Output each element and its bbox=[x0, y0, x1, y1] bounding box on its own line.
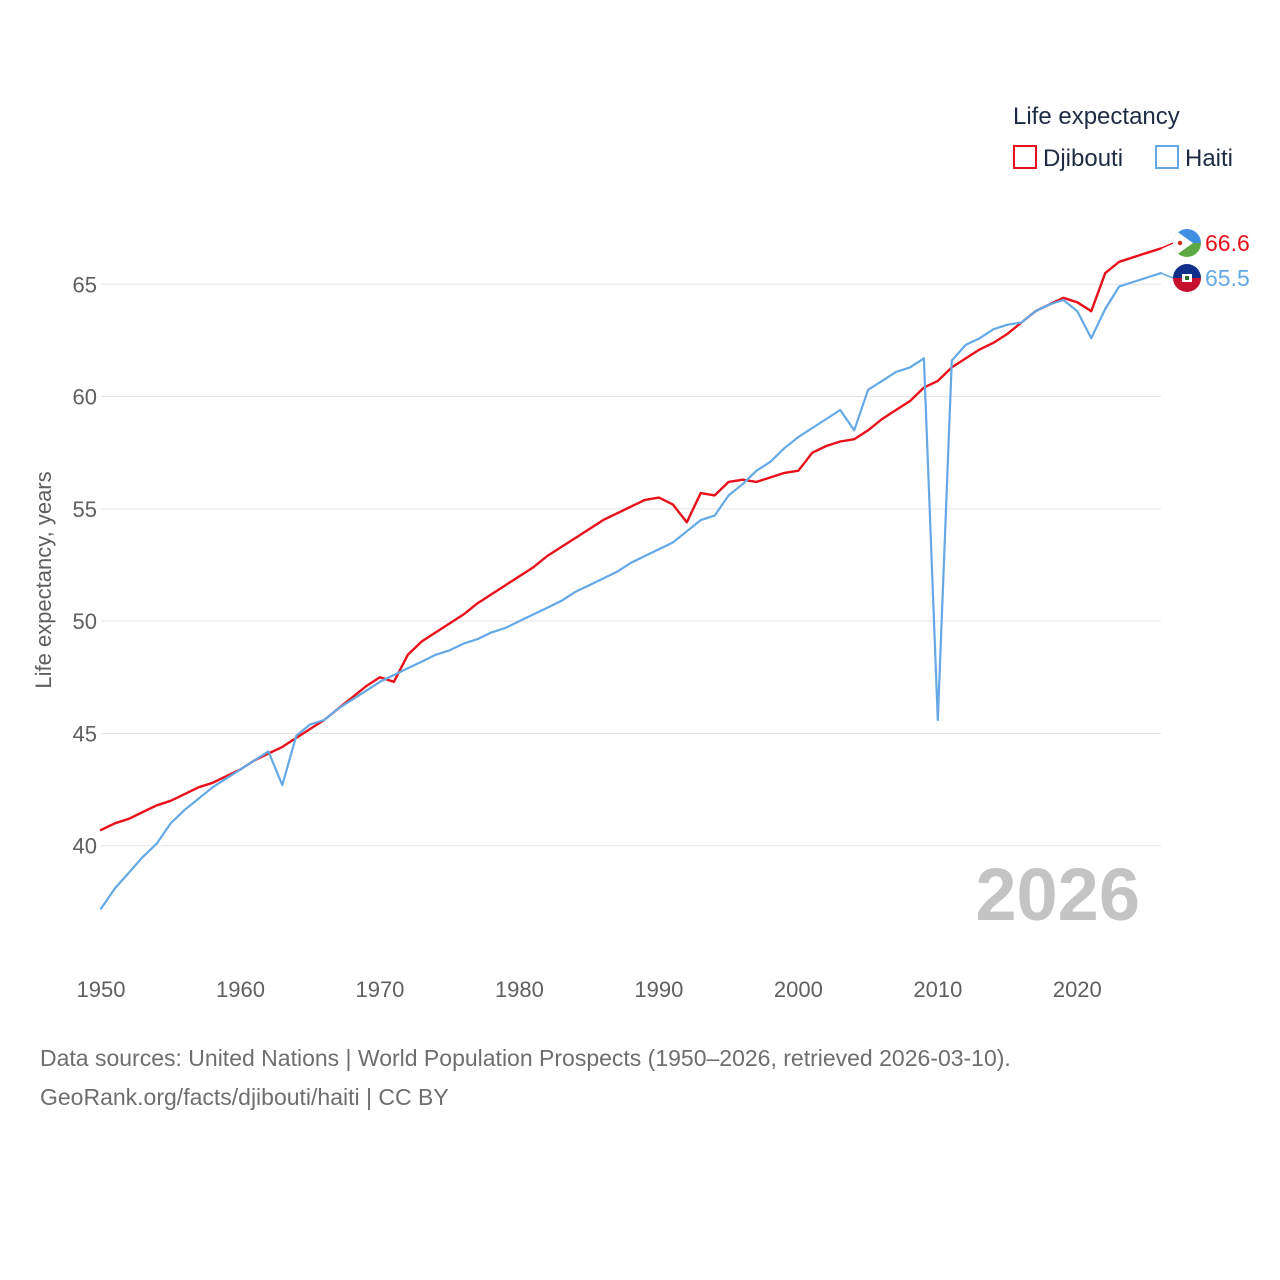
series-lines bbox=[99, 247, 1163, 910]
y-tick-label: 40 bbox=[73, 834, 97, 859]
x-tick-label: 2020 bbox=[1053, 977, 1102, 1002]
legend-label-haiti: Haiti bbox=[1185, 145, 1233, 172]
series-line-haiti bbox=[99, 272, 1163, 910]
series-line-djibouti bbox=[99, 247, 1163, 832]
legend-swatch-djibouti bbox=[1013, 145, 1037, 169]
legend-item-haiti[interactable]: Haiti bbox=[1155, 145, 1233, 172]
x-tick-label: 1980 bbox=[495, 977, 544, 1002]
legend-title: Life expectancy bbox=[1013, 103, 1180, 130]
djibouti-flag-icon bbox=[1173, 229, 1201, 257]
x-tick-label: 2000 bbox=[774, 977, 823, 1002]
x-tick-label: 1960 bbox=[216, 977, 265, 1002]
djibouti-end-value: 66.6 bbox=[1205, 230, 1250, 256]
end-label-haiti: 65.5 bbox=[1160, 264, 1250, 292]
x-tick-label: 2010 bbox=[913, 977, 962, 1002]
haiti-flag-icon bbox=[1173, 264, 1201, 292]
haiti-end-connector bbox=[1160, 272, 1174, 279]
end-label-djibouti: 66.6 bbox=[1160, 229, 1250, 257]
y-tick-label: 45 bbox=[73, 721, 97, 746]
legend-label-djibouti: Djibouti bbox=[1043, 145, 1123, 172]
line-chart: 40 45 50 55 60 65 1950 1960 1970 1980 1990 2000 201… bbox=[31, 103, 1250, 1002]
x-tick-label: 1950 bbox=[77, 977, 126, 1002]
haiti-end-value: 65.5 bbox=[1205, 265, 1250, 291]
x-tick-labels: 1950 1960 1970 1980 1990 2000 2010 2020 bbox=[77, 977, 1102, 1002]
djibouti-end-connector bbox=[1160, 242, 1174, 250]
y-tick-labels: 40 45 50 55 60 65 bbox=[73, 272, 97, 858]
y-axis-title: Life expectancy, years bbox=[31, 471, 56, 688]
source-line: Data sources: United Nations | World Pop… bbox=[40, 1045, 1011, 1071]
attribution-line[interactable]: GeoRank.org/facts/djibouti/haiti | CC BY bbox=[40, 1084, 449, 1110]
y-tick-label: 60 bbox=[73, 385, 97, 410]
gridlines bbox=[101, 283, 1161, 847]
legend: Life expectancy Djibouti Haiti bbox=[1013, 103, 1233, 172]
current-year-watermark: 2026 bbox=[975, 853, 1140, 936]
legend-swatch-haiti bbox=[1155, 145, 1179, 169]
legend-item-djibouti[interactable]: Djibouti bbox=[1013, 145, 1123, 172]
x-tick-label: 1990 bbox=[634, 977, 683, 1002]
y-tick-label: 65 bbox=[73, 272, 97, 297]
y-tick-label: 50 bbox=[73, 609, 97, 634]
x-tick-label: 1970 bbox=[355, 977, 404, 1002]
y-tick-label: 55 bbox=[73, 497, 97, 522]
